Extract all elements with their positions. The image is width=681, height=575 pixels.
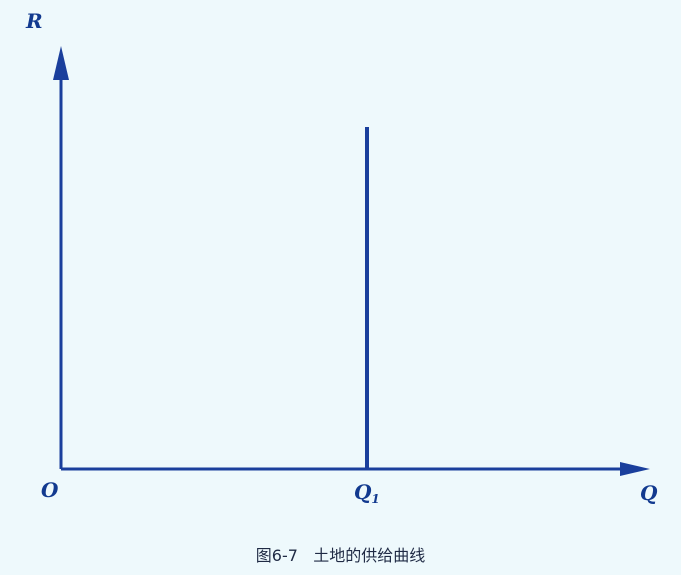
figure-caption: 图6-7 土地的供给曲线 [255,546,426,565]
x-tick-label-0: Q1 [354,480,380,506]
x-tick-subscript-0: 1 [371,492,379,506]
tick-layer: Q1 [354,480,380,506]
x-axis-label: Q [640,481,658,505]
origin-label: O [41,478,59,502]
y-axis-label: R [25,9,43,33]
y-axis-arrow [53,46,69,80]
x-axis-arrow [620,462,650,476]
